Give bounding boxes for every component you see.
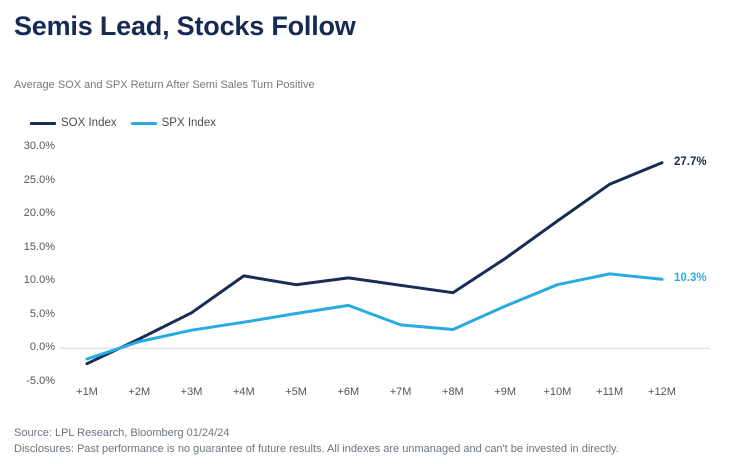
series-line-1 [85, 272, 664, 361]
legend-label-sox: SOX Index [61, 117, 117, 129]
y-tick-label: 10.0% [23, 274, 55, 287]
legend-label-spx: SPX Index [161, 117, 216, 129]
y-tick-label: 0.0% [29, 341, 55, 354]
x-tick-label: +11M [596, 386, 624, 398]
page-title: Semis Lead, Stocks Follow [14, 11, 356, 41]
series-line-0 [85, 161, 664, 366]
y-tick-label: 25.0% [23, 173, 55, 186]
y-tick-label: 15.0% [23, 240, 55, 253]
spx-line-swatch [130, 121, 157, 125]
x-tick-label: +7M [389, 386, 412, 398]
series-end-label-0: 27.7% [674, 155, 707, 168]
disclosures-note: Disclosures: Past performance is no guar… [14, 443, 619, 455]
series-end-label-1: 10.3% [674, 272, 707, 285]
x-tick-label: +4M [232, 386, 255, 398]
chart-legend: SOX Index SPX Index [30, 117, 216, 129]
source-note: Source: LPL Research, Bloomberg 01/24/24 [14, 427, 230, 439]
legend-item-spx: SPX Index [130, 117, 216, 129]
x-tick-label: +5M [285, 386, 307, 398]
chart-subtitle: Average SOX and SPX Return After Semi Sa… [14, 79, 315, 91]
legend-item-sox: SOX Index [30, 117, 117, 129]
x-tick-label: +1M [76, 386, 98, 398]
y-tick-label: 5.0% [29, 307, 55, 320]
x-tick-label: +8M [442, 386, 464, 398]
y-tick-label: 30.0% [23, 140, 55, 153]
y-tick-label: 20.0% [23, 207, 55, 220]
x-tick-label: +3M [180, 386, 203, 398]
x-tick-label: +10M [543, 386, 572, 398]
sox-line-swatch [30, 121, 56, 125]
x-tick-label: +9M [494, 386, 517, 398]
x-tick-label: +2M [128, 386, 151, 398]
x-tick-label: +12M [648, 386, 676, 398]
x-tick-label: +6M [337, 386, 360, 398]
y-tick-label: -5.0% [26, 374, 55, 387]
